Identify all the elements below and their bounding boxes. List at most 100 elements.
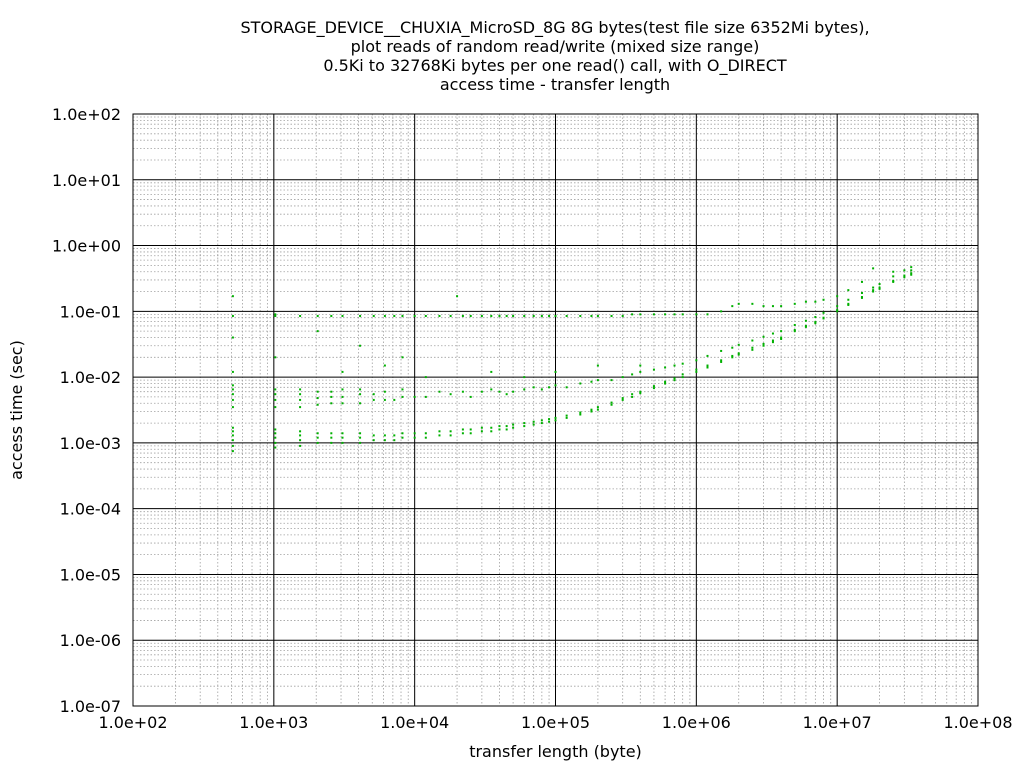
data-point [469,432,472,435]
data-point [836,305,839,308]
data-point [532,423,535,426]
data-point [231,426,234,429]
data-point [523,388,526,391]
data-point [596,406,599,409]
data-point [664,313,667,316]
data-point [231,314,234,317]
data-point [903,274,906,277]
data-point [610,379,613,382]
data-point [762,342,765,345]
y-tick-label: 1.0e+02 [52,105,121,124]
data-point [359,441,362,444]
data-point [652,387,655,390]
data-point [903,276,906,279]
data-point [903,269,906,272]
major-grid [132,113,979,707]
y-tick-label: 1.0e-05 [60,565,121,584]
data-point [847,289,850,292]
data-point [621,397,624,400]
data-point [631,313,634,316]
data-point [424,432,427,435]
data-point [299,314,302,317]
data-point [804,300,807,303]
data-point [673,364,676,367]
data-point [231,406,234,409]
data-point [540,314,543,317]
data-point [413,436,416,439]
data-point [490,426,493,429]
data-point [316,314,319,317]
data-point [762,305,765,308]
data-point [505,393,508,396]
data-point [731,356,734,359]
data-point [910,272,913,275]
data-point [751,339,754,342]
data-point [731,305,734,308]
data-point [639,390,642,393]
data-point [359,344,362,347]
data-point [316,441,319,444]
x-tick-label: 1.0e+08 [943,713,1012,732]
data-point [401,432,404,435]
data-point [274,428,277,431]
data-point [274,398,277,401]
data-point [505,314,508,317]
data-point [393,314,396,317]
data-point [456,295,459,298]
data-point [892,270,895,273]
data-point [438,430,441,433]
data-point [383,434,386,437]
data-point [372,314,375,317]
data-point [878,286,881,289]
data-point [498,428,501,431]
data-point [316,330,319,333]
data-point [664,366,667,369]
x-tick-label: 1.0e+02 [98,713,167,732]
data-point [631,395,634,398]
data-point [565,386,568,389]
data-point [424,376,427,379]
data-point [872,289,875,292]
data-point [762,344,765,347]
y-tick-label: 1.0e-02 [60,368,121,387]
data-point [341,402,344,405]
data-point [652,385,655,388]
data-point [341,314,344,317]
data-point [393,439,396,442]
x-tick-label: 1.0e+04 [380,713,449,732]
data-point [596,379,599,382]
data-point [438,434,441,437]
data-point [316,403,319,406]
data-point [720,310,723,313]
data-point [621,398,624,401]
data-point [383,364,386,367]
data-point [490,388,493,391]
data-point [639,370,642,373]
data-point [737,353,740,356]
data-point [720,359,723,362]
data-point [532,314,535,317]
x-axis-label: transfer length (byte) [469,742,642,761]
data-point [299,393,302,396]
data-point [231,434,234,437]
data-point [490,370,493,373]
data-point [274,314,277,317]
data-point [822,298,825,301]
data-point [814,320,817,323]
data-point [383,398,386,401]
data-point [424,395,427,398]
data-point [231,336,234,339]
data-point [814,300,817,303]
data-point [490,314,493,317]
data-point [793,330,796,333]
y-tick-label: 1.0e-07 [60,697,121,716]
data-point [532,420,535,423]
data-point [673,377,676,380]
data-point [590,410,593,413]
data-point [299,444,302,447]
chart-title: STORAGE_DEVICE__CHUXIA_MicroSD_8G 8G byt… [240,18,869,94]
data-point [590,408,593,411]
data-point [330,395,333,398]
y-tick-label: 1.0e-01 [60,302,121,321]
data-point [720,349,723,352]
